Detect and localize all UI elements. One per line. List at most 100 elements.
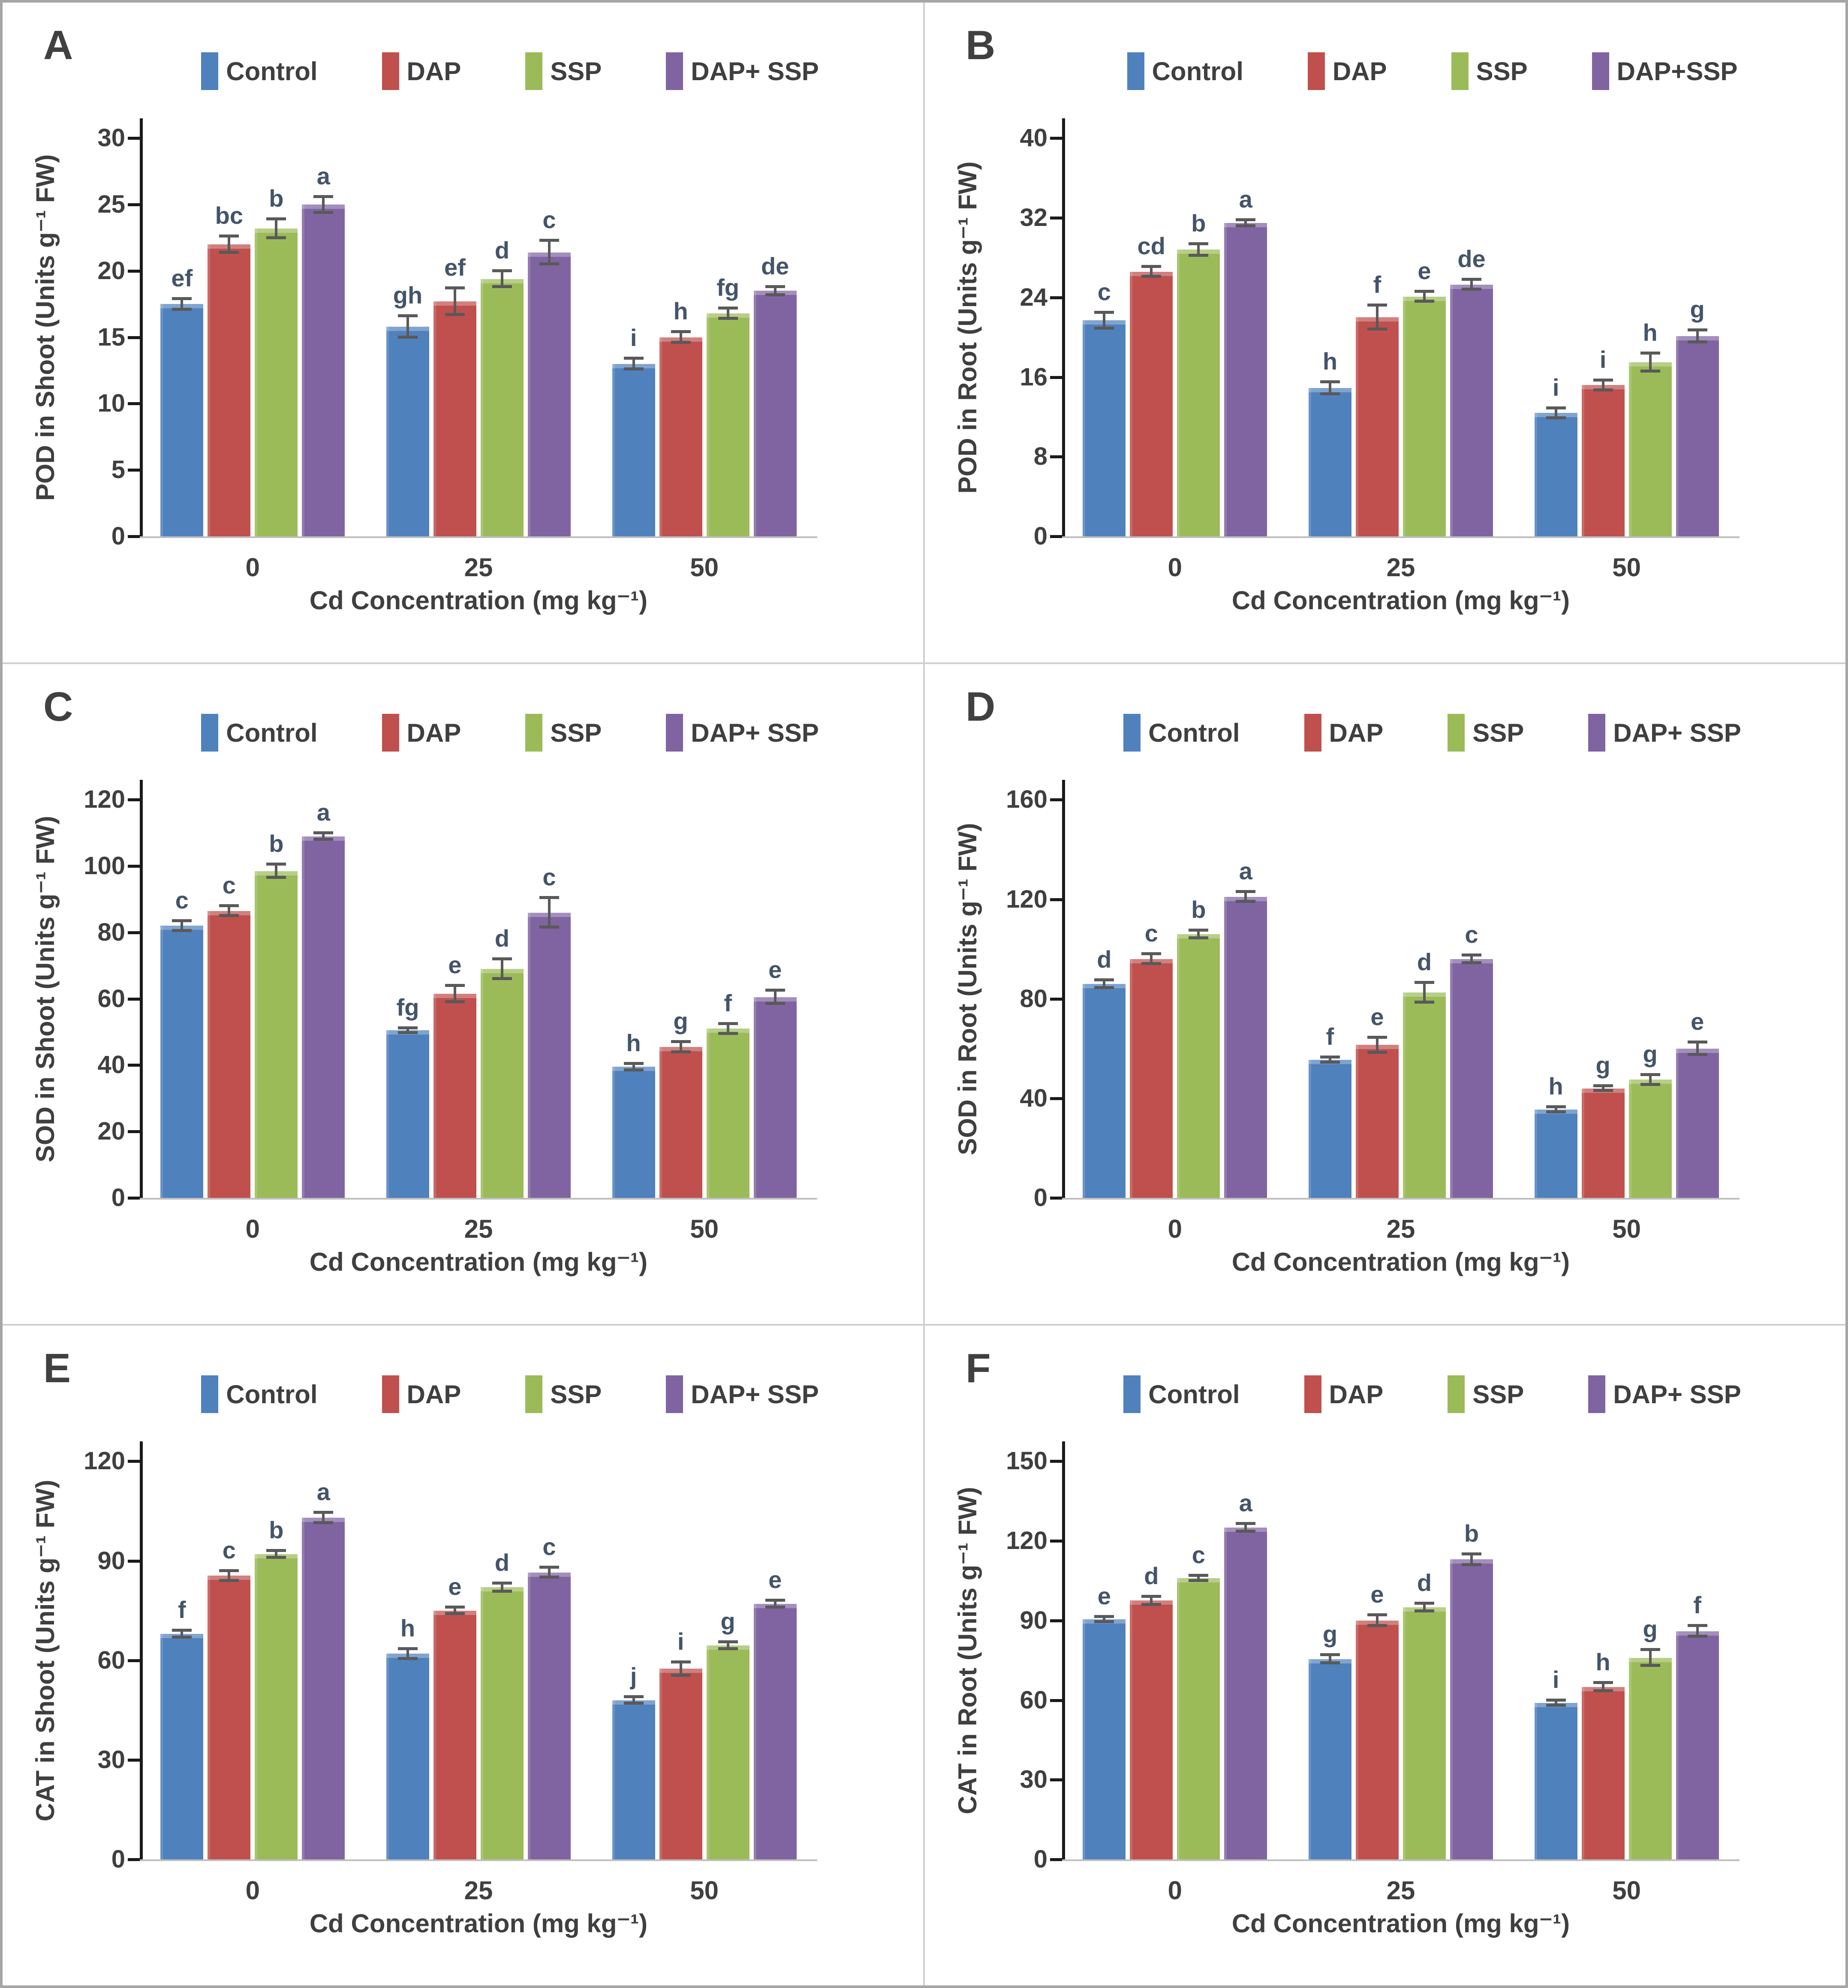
error-bar-line: [1649, 1074, 1652, 1085]
error-bar-cap: [671, 1660, 691, 1663]
legend-label: SSP: [1476, 57, 1528, 86]
significance-letter: g: [1643, 1615, 1658, 1642]
y-tick-label: 8: [1033, 442, 1047, 471]
error-bar-line: [726, 1642, 729, 1649]
error-bar-cap: [1415, 981, 1434, 984]
y-tick-label: 5: [111, 456, 125, 484]
error-bar-cap: [219, 1579, 239, 1582]
error-bar-line: [322, 833, 325, 840]
error-bar-cap: [313, 831, 334, 834]
plot-area: c c b a 0 fg e d c 25 h g f e 50: [128, 780, 817, 1243]
y-tick-mark: [128, 997, 140, 1001]
significance-letter: h: [673, 298, 688, 325]
y-tick-mark: [128, 1130, 140, 1134]
error-bar-cap: [492, 1582, 512, 1585]
error-bar-cap: [266, 863, 286, 866]
error-bar-cap: [1687, 1053, 1707, 1056]
y-axis-line: [140, 118, 143, 536]
error-bar-cap: [1320, 380, 1340, 384]
legend-label: SSP: [550, 1380, 602, 1409]
significance-letter: d: [494, 236, 510, 264]
error-bar-cap: [398, 314, 418, 318]
significance-letter: a: [1239, 857, 1252, 885]
legend-label: SSP: [550, 57, 602, 86]
bar-control-cd25: [386, 326, 429, 536]
error-bar-line: [679, 1042, 682, 1052]
error-bar-cap: [1415, 289, 1434, 293]
error-bar-cap: [1462, 288, 1481, 291]
legend-label: Control: [226, 1380, 318, 1409]
y-axis-line: [1062, 780, 1065, 1198]
error-bar-cap: [1640, 351, 1660, 355]
legend-swatch-dap: [1304, 714, 1321, 752]
legend-item: Control: [201, 714, 318, 752]
error-bar-cap: [313, 211, 334, 214]
significance-letter: e: [1691, 1008, 1704, 1035]
y-axis-line: [140, 1441, 143, 1859]
error-bar-line: [632, 358, 635, 369]
significance-letter: c: [175, 886, 189, 914]
significance-letter: h: [1595, 1648, 1610, 1676]
y-tick-label: 150: [1006, 1447, 1047, 1475]
bar-ssp-cd50: [706, 313, 749, 536]
bar-control-cd25: [386, 1654, 429, 1859]
bar-ssp-cd25: [481, 969, 524, 1198]
error-bar-cap: [1141, 275, 1162, 278]
bar-control-cd0: [160, 304, 204, 536]
error-bar-line: [1601, 1683, 1604, 1691]
legend-item: DAP+ SSP: [666, 714, 819, 752]
error-bar-cap: [492, 269, 512, 272]
chart-panel-F: F Control DAP SSP DAP+ SSP CAT in Root (Units…: [925, 1326, 1845, 1985]
error-bar-cap: [1320, 1060, 1340, 1064]
y-tick-mark: [1050, 898, 1062, 901]
significance-letter: d: [1417, 948, 1432, 975]
legend-swatch-ssp: [525, 52, 543, 90]
error-bar-cap: [671, 1040, 691, 1044]
error-bar-line: [1423, 291, 1426, 302]
y-tick-mark: [1050, 1619, 1062, 1622]
bar-dapssp-cd25: [528, 252, 571, 536]
y-tick-label: 20: [97, 256, 125, 285]
x-category-label: 25: [464, 553, 493, 582]
error-bar-cap: [718, 306, 738, 310]
legend-label: SSP: [550, 718, 602, 747]
legend-item: Control: [1127, 52, 1243, 90]
bar-dap-cd25: [1356, 1045, 1399, 1198]
significance-letter: e: [768, 1566, 782, 1594]
legend-item: Control: [201, 52, 318, 90]
y-tick-label: 24: [1020, 283, 1047, 311]
error-bar-line: [548, 240, 551, 265]
error-bar-line: [774, 1600, 777, 1607]
error-bar-line: [406, 1648, 409, 1659]
significance-letter: c: [222, 1536, 236, 1564]
bar-dapssp-cd25: [1450, 284, 1493, 536]
error-bar-cap: [1367, 1613, 1387, 1617]
y-tick-label: 0: [111, 1845, 125, 1873]
error-bar-cap: [219, 904, 239, 908]
plot-area: d c b a 0 f e d c 25 h g g e 50: [1050, 780, 1740, 1243]
legend-item: DAP: [1307, 52, 1387, 90]
significance-letter: h: [1322, 348, 1338, 375]
y-axis: 0 30 60 90 120 150: [993, 1441, 1062, 1873]
y-tick-label: 160: [1006, 785, 1047, 814]
error-bar-cap: [1189, 936, 1209, 939]
legend-label: DAP: [1332, 57, 1387, 86]
error-bar-cap: [492, 977, 512, 980]
error-bar-cap: [313, 838, 334, 841]
significance-letter: e: [448, 1573, 462, 1600]
error-bar-cap: [445, 1605, 465, 1609]
y-tick-label: 0: [1033, 522, 1047, 550]
error-bar-cap: [1415, 300, 1434, 303]
error-bar-line: [1329, 1655, 1331, 1663]
bar-control-cd0: [1083, 320, 1126, 536]
error-bar-cap: [445, 1612, 465, 1615]
error-bar-cap: [1546, 1698, 1566, 1702]
legend-item: DAP: [1304, 714, 1383, 752]
x-category-label: 25: [1386, 1876, 1415, 1905]
bar-ssp-cd25: [481, 1587, 524, 1859]
error-bar-line: [1150, 266, 1153, 277]
bar-dapssp-cd25: [1450, 959, 1493, 1198]
chart-area: POD in Shoot (Units g⁻¹ FW) 0 5 10 15 20 25 30 e…: [20, 118, 923, 582]
error-bar-cap: [172, 919, 192, 922]
legend-label: DAP: [406, 1380, 461, 1409]
